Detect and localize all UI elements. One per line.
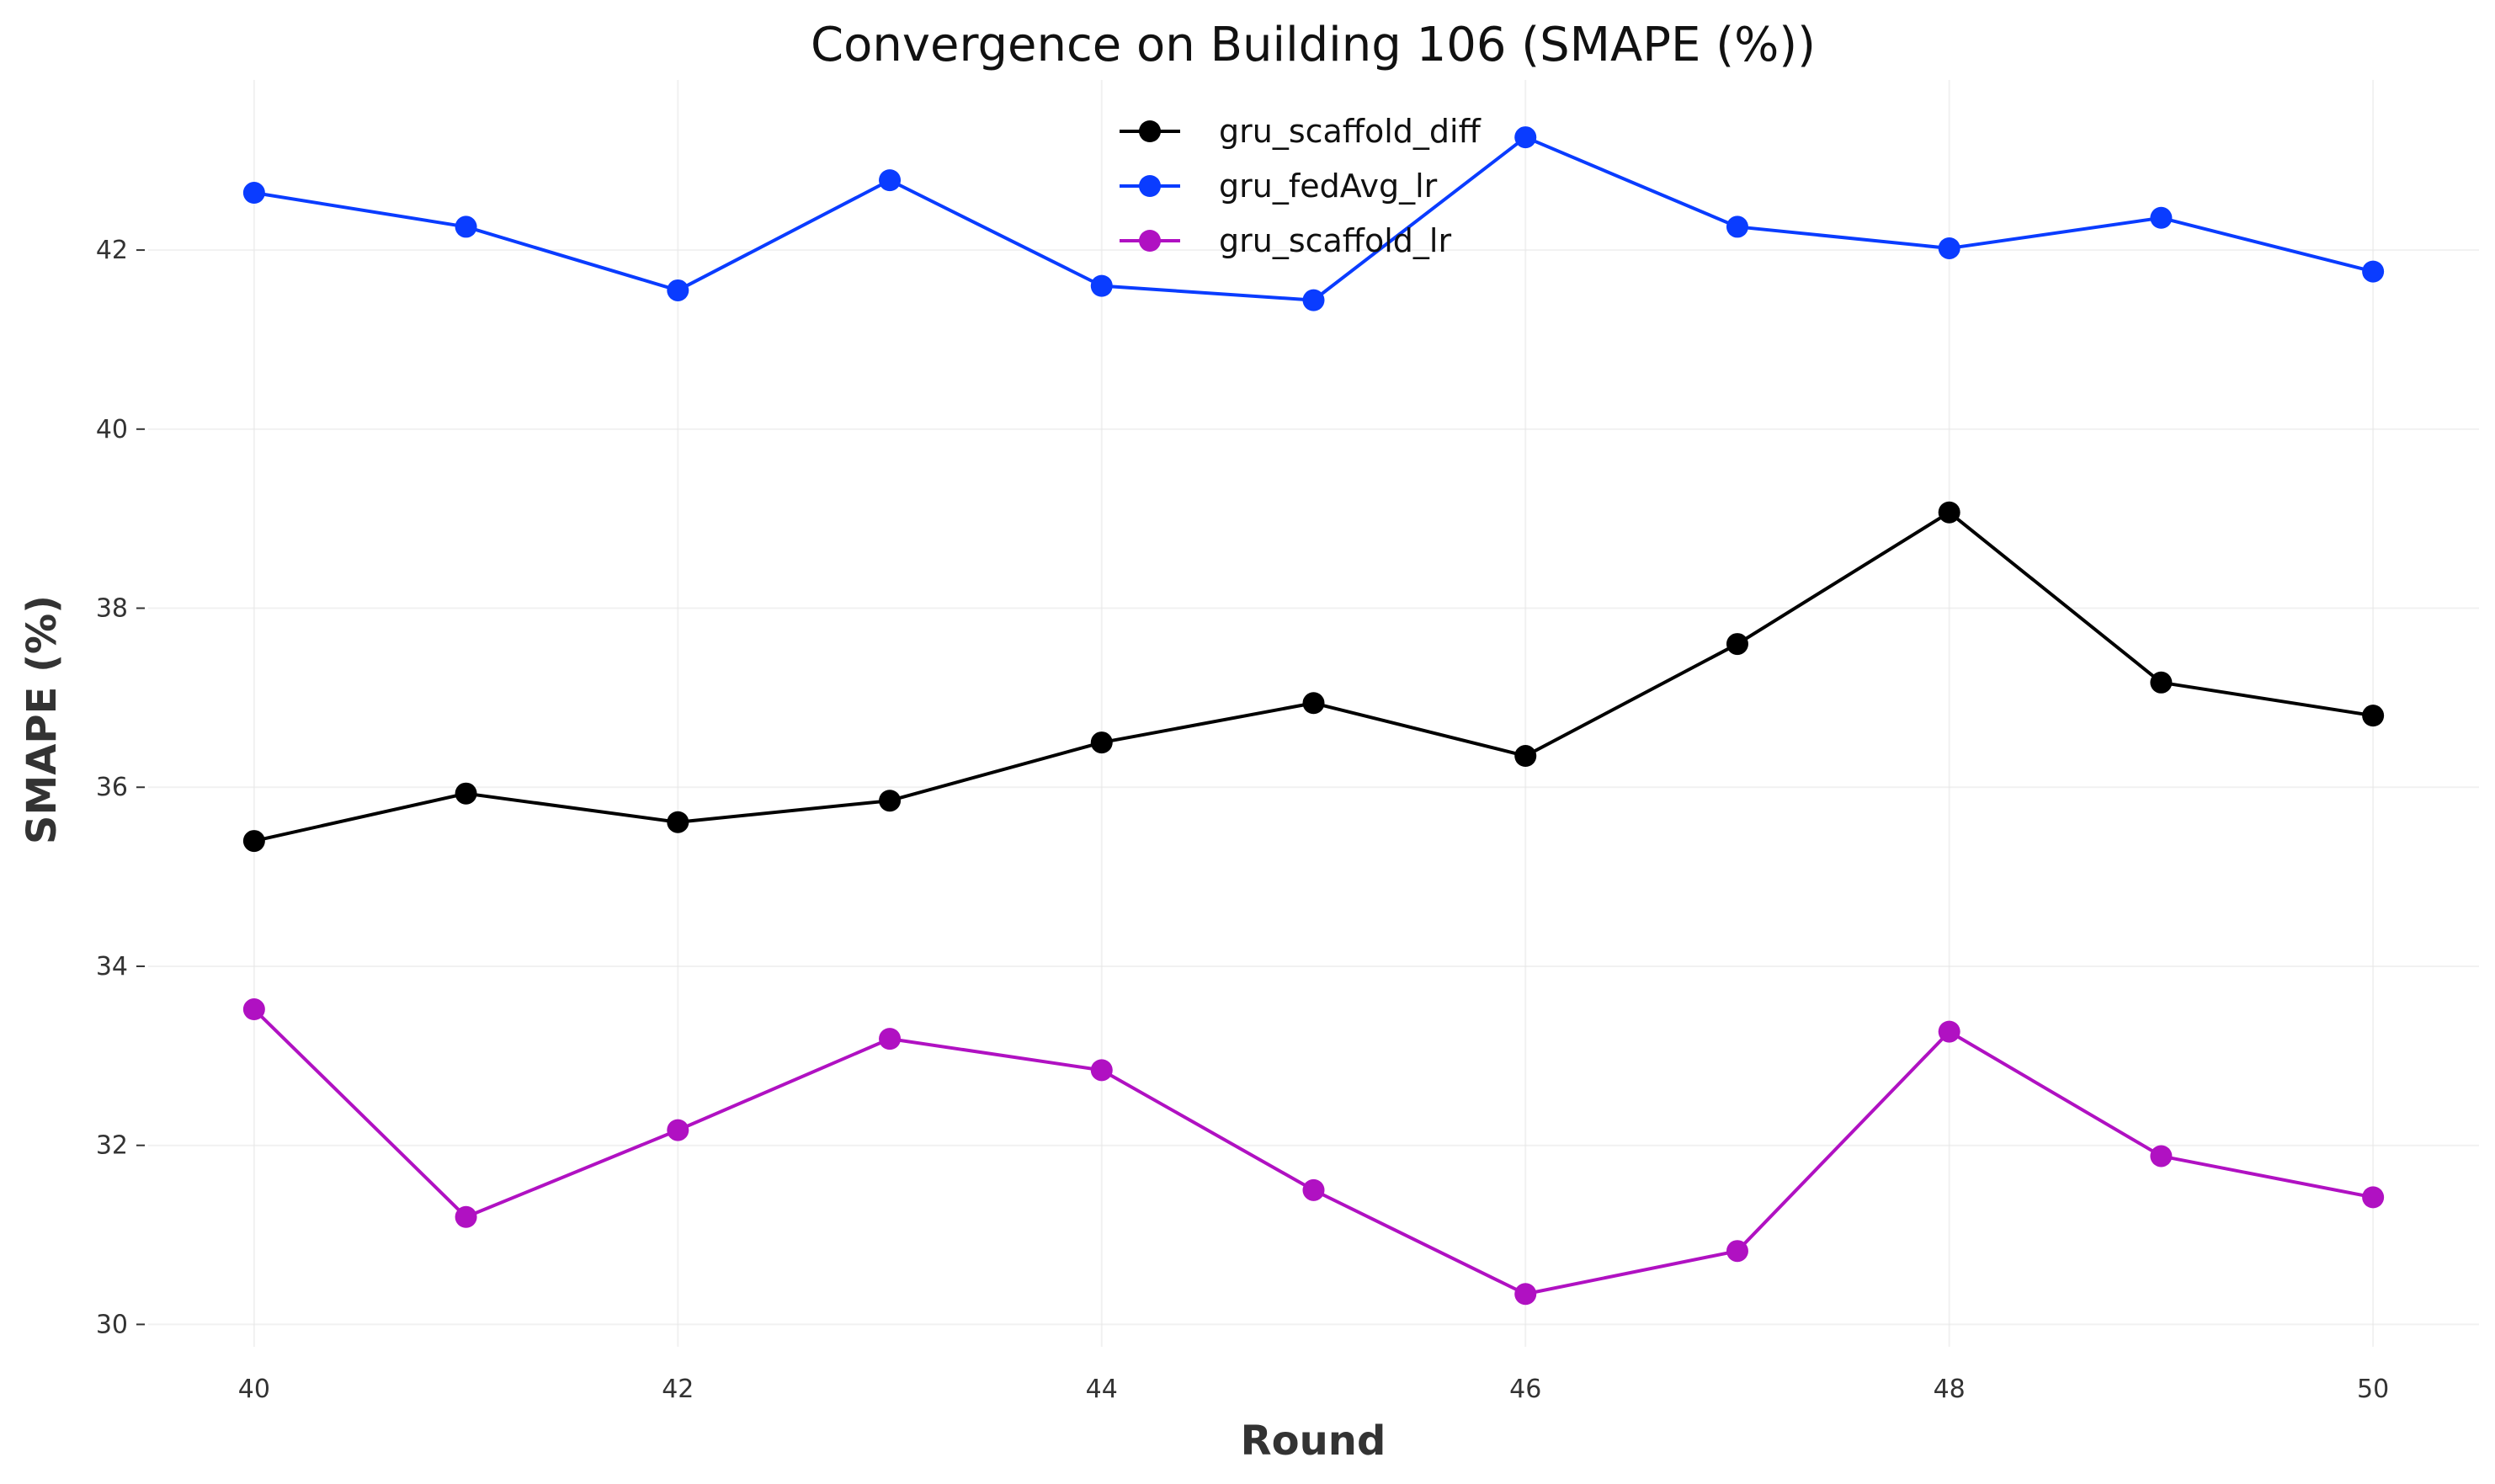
x-tick-label: 50 xyxy=(2357,1375,2389,1404)
legend-marker xyxy=(1139,175,1161,197)
data-point-gru-scaffold-diff xyxy=(2362,705,2385,727)
data-point-gru-scaffold-lr xyxy=(2150,1145,2173,1168)
data-point-gru-scaffold-lr xyxy=(242,998,265,1021)
series-line-gru-scaffold-diff xyxy=(253,510,2374,843)
legend-label: gru_scaffold_lr xyxy=(1219,222,1451,259)
data-point-gru-scaffold-lr xyxy=(1726,1240,1748,1263)
data-point-gru-fedavg-lr xyxy=(2362,260,2385,283)
data-point-gru-scaffold-lr xyxy=(1514,1283,1537,1306)
legend-label: gru_scaffold_diff xyxy=(1219,113,1482,150)
data-point-gru-scaffold-lr xyxy=(1090,1059,1113,1082)
data-point-gru-scaffold-diff xyxy=(2150,671,2173,694)
data-point-gru-scaffold-lr xyxy=(667,1119,689,1141)
data-point-gru-fedavg-lr xyxy=(455,215,477,238)
x-tick-label: 44 xyxy=(1086,1375,1118,1404)
data-point-gru-fedavg-lr xyxy=(1090,274,1113,297)
series-gru-scaffold-diff xyxy=(242,501,2385,853)
legend-item-gru-fedavg-lr: gru_fedAvg_lr xyxy=(1120,168,1438,205)
legend-item-gru-scaffold-diff: gru_scaffold_diff xyxy=(1120,113,1482,150)
data-point-gru-fedavg-lr xyxy=(1514,126,1537,149)
legend-item-gru-scaffold-lr: gru_scaffold_lr xyxy=(1120,222,1451,259)
data-point-gru-scaffold-diff xyxy=(1514,745,1537,768)
series-line-gru-scaffold-lr xyxy=(253,1008,2374,1296)
data-point-gru-fedavg-lr xyxy=(2150,206,2173,229)
data-point-gru-scaffold-diff xyxy=(1726,633,1748,656)
series-lines xyxy=(242,126,2385,1306)
axis-ticks: 40 42 44 46 48 50 30 32 34 36 38 40 42 xyxy=(96,236,2389,1404)
legend-marker xyxy=(1139,120,1161,142)
data-point-gru-scaffold-lr xyxy=(879,1028,902,1051)
x-tick-label: 40 xyxy=(238,1375,270,1404)
data-point-gru-fedavg-lr xyxy=(667,279,689,301)
data-point-gru-scaffold-lr xyxy=(1302,1178,1325,1201)
y-tick-label: 32 xyxy=(96,1131,128,1161)
data-point-gru-fedavg-lr xyxy=(1302,289,1325,311)
data-point-gru-scaffold-lr xyxy=(1938,1020,1960,1043)
x-tick-label: 46 xyxy=(1509,1375,1541,1404)
x-tick-label: 42 xyxy=(662,1375,694,1404)
data-point-gru-scaffold-diff xyxy=(1302,692,1325,715)
legend: gru_scaffold_diff gru_fedAvg_lr gru_scaffo… xyxy=(1120,113,1482,259)
y-tick-label: 38 xyxy=(96,594,128,624)
x-tick-label: 48 xyxy=(1934,1375,1966,1404)
data-point-gru-scaffold-diff xyxy=(455,782,477,805)
data-point-gru-scaffold-lr xyxy=(2362,1186,2385,1209)
data-point-gru-scaffold-diff xyxy=(1938,501,1960,524)
x-axis-label: Round xyxy=(1241,1418,1386,1465)
data-point-gru-fedavg-lr xyxy=(1726,215,1748,238)
series-line-gru-fedavg-lr xyxy=(253,136,2374,302)
chart-title: Convergence on Building 106 (SMAPE (%)) xyxy=(811,18,1816,72)
y-tick-label: 34 xyxy=(96,952,128,981)
series-gru-scaffold-lr xyxy=(242,998,2385,1306)
series-gru-fedavg-lr xyxy=(242,126,2385,311)
data-point-gru-scaffold-diff xyxy=(242,830,265,853)
data-point-gru-fedavg-lr xyxy=(242,182,265,205)
legend-marker xyxy=(1139,230,1161,252)
data-point-gru-fedavg-lr xyxy=(1938,237,1960,259)
data-point-gru-fedavg-lr xyxy=(879,169,902,192)
data-point-gru-scaffold-diff xyxy=(879,790,902,812)
legend-label: gru_fedAvg_lr xyxy=(1219,168,1438,205)
y-axis-label: SMAPE (%) xyxy=(19,595,66,844)
y-tick-label: 40 xyxy=(96,415,128,444)
y-tick-label: 42 xyxy=(96,236,128,265)
data-point-gru-scaffold-lr xyxy=(455,1205,477,1228)
data-point-gru-scaffold-diff xyxy=(1090,731,1113,754)
y-tick-label: 36 xyxy=(96,773,128,802)
y-tick-label: 30 xyxy=(96,1310,128,1339)
data-point-gru-scaffold-diff xyxy=(667,811,689,833)
